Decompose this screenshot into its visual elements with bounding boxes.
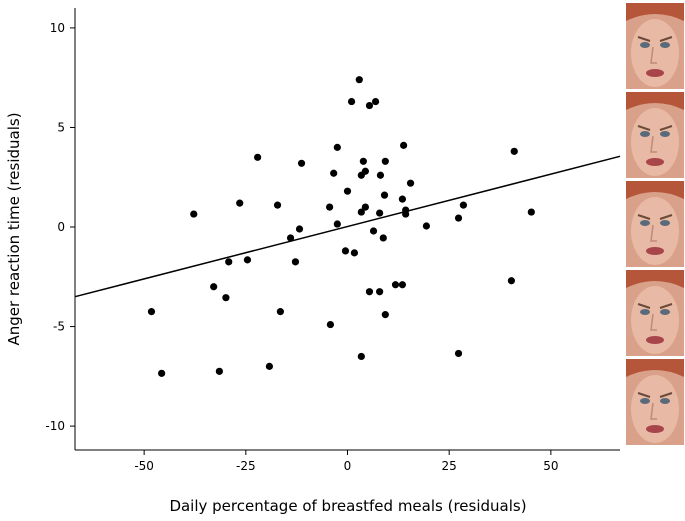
y-axis-label: Anger reaction time (residuals) [5,112,23,345]
point [210,283,218,291]
y-tick-label: 10 [50,21,65,35]
face-image [626,359,684,445]
point [225,258,233,266]
point [243,256,252,264]
x-tick-label: -25 [236,459,256,473]
point [350,249,359,257]
x-tick-label: 25 [442,459,457,473]
point [454,349,463,358]
point [158,369,166,377]
point [286,234,295,242]
face-image [626,181,684,267]
point [341,247,350,255]
y-tick-label: 5 [57,120,65,134]
point [347,97,356,106]
point [355,76,363,84]
trend-line [74,155,621,298]
point [147,308,156,316]
point [265,362,274,370]
point [333,143,341,151]
y-tick-label: -5 [53,320,65,334]
point [326,203,334,211]
point [343,187,352,195]
point [398,195,407,203]
y-tick-label: 0 [57,220,65,234]
point [365,101,374,110]
point [402,210,410,218]
point [333,220,341,228]
point [291,258,300,266]
point [326,320,335,329]
face-image [626,270,684,356]
x-axis-label: Daily percentage of breastfed meals (res… [169,497,526,515]
point [381,311,389,319]
point [357,352,365,361]
point [297,159,306,167]
x-tick-label: 50 [543,459,558,473]
point [391,281,400,289]
point [459,201,468,209]
point [454,214,463,222]
point [406,179,415,187]
point [510,147,518,155]
point [295,225,304,233]
point [190,210,198,218]
point [254,153,262,161]
point [357,171,365,179]
point [236,199,244,207]
point [400,141,408,149]
point [365,288,374,296]
point [376,288,384,296]
x-tick-label: 0 [344,459,352,473]
x-tick-label: -50 [134,459,154,473]
point [380,191,389,199]
point [398,281,407,289]
point [357,208,365,216]
point [379,234,387,242]
point [359,157,367,165]
point [369,227,378,235]
point [276,308,284,316]
point [527,208,535,216]
point [361,203,369,211]
face-image [626,92,684,178]
point [215,367,223,375]
y-tick-label: -10 [45,419,65,433]
point [222,294,230,302]
point [371,97,380,106]
point [330,169,338,177]
point [422,222,431,230]
point [376,209,384,217]
face-images [626,3,684,445]
face-image [626,3,684,89]
point [381,157,389,165]
point [507,277,516,285]
point [376,171,385,179]
point [273,201,282,209]
